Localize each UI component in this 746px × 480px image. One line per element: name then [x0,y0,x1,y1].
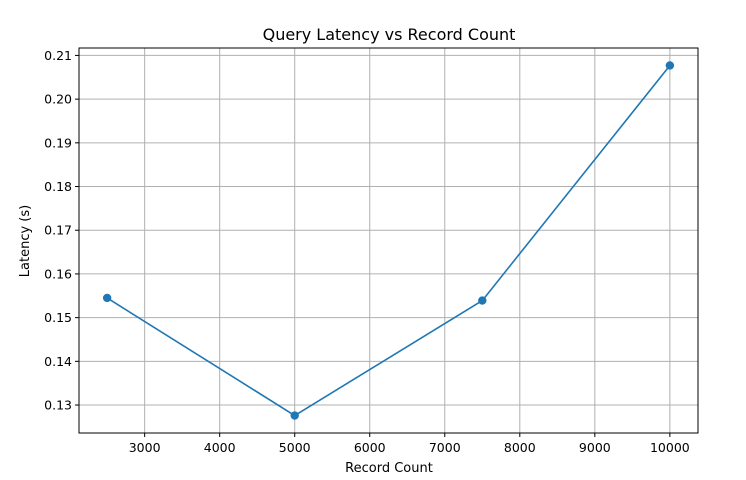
series-line [106,64,671,417]
data-point [665,61,675,70]
y-tick-label: 0.16 [44,266,72,281]
y-tick-label: 0.17 [44,223,72,238]
x-tick-label: 7000 [429,440,461,455]
grid [79,48,698,433]
x-tick-label: 9000 [579,440,611,455]
y-axis-label: Latency (s) [18,205,33,277]
y-tick-label: 0.20 [44,92,72,107]
x-tick-label: 4000 [204,440,236,455]
x-tick-label: 10000 [650,440,690,455]
chart-title: Query Latency vs Record Count [263,25,516,44]
plot-frame [78,47,699,434]
data-point [478,296,487,305]
y-tick-label: 0.13 [44,398,72,413]
series-layer [102,61,675,420]
data-point [102,293,112,303]
x-tick-label: 6000 [354,440,386,455]
data-point [290,411,299,420]
y-tick-label: 0.15 [44,310,72,325]
ticks: 3000 4000 5000 6000 7000 8000 9000 10000 0.13 0.1… [44,48,690,455]
x-tick-label: 3000 [129,440,161,455]
y-tick-label: 0.21 [44,48,72,63]
x-tick-label: 8000 [504,440,536,455]
y-tick-label: 0.18 [44,179,72,194]
y-tick-label: 0.14 [44,354,72,369]
y-tick-label: 0.19 [44,135,72,150]
x-axis-label: Record Count [345,461,433,476]
x-tick-label: 5000 [279,440,311,455]
